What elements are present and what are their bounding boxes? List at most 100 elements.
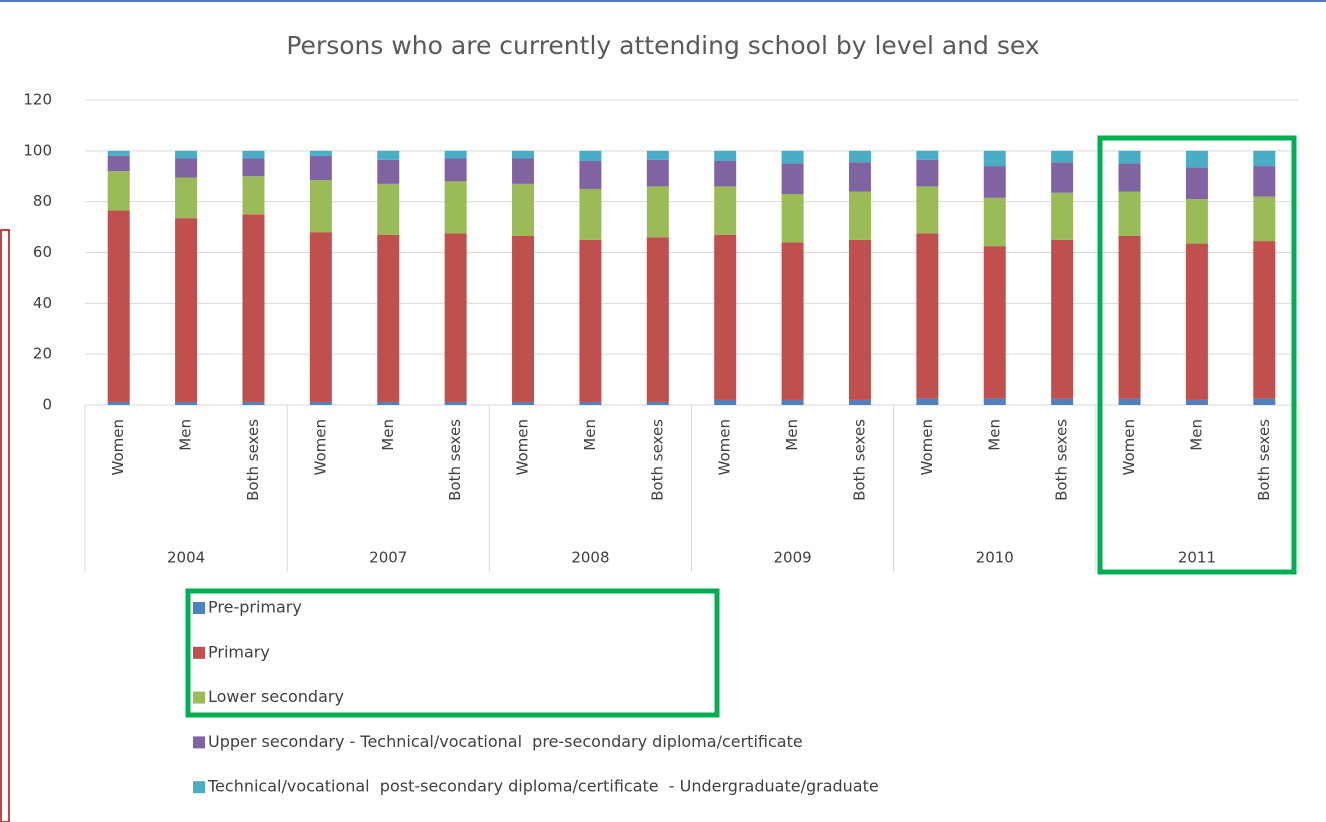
bar-segment [916, 186, 939, 234]
x-tick-label: Women [514, 419, 532, 475]
group-label: 2008 [571, 549, 609, 567]
bar-segment [444, 150, 467, 159]
legend-swatch [193, 646, 205, 659]
bar-segment [1051, 192, 1074, 240]
bar-segment [781, 194, 804, 243]
bar-segment [714, 161, 737, 187]
y-tick-label: 120 [23, 91, 52, 109]
x-tick-label: Men [985, 419, 1003, 451]
bar-segment [983, 246, 1006, 399]
bar-segment [309, 180, 332, 233]
legend-label: Pre-primary [208, 598, 302, 617]
bar-segment [377, 159, 400, 184]
legend-label: Primary [208, 642, 270, 661]
group-label: 2010 [976, 549, 1014, 567]
bar-segment [781, 242, 804, 400]
bar-segment [1185, 399, 1208, 405]
bar-segment [242, 214, 265, 402]
bar-segment [512, 235, 535, 402]
bar-segment [646, 401, 669, 405]
bar-segment [646, 237, 669, 402]
bar-segment [848, 162, 871, 192]
bar-segment [983, 197, 1006, 247]
legend-label: Technical/vocational post-secondary dipl… [207, 777, 879, 796]
bar-segment [309, 401, 332, 405]
bar-segment [309, 155, 332, 181]
bar-segment [916, 159, 939, 187]
y-tick-label: 80 [33, 192, 52, 210]
legend-label: Lower secondary [208, 687, 344, 706]
y-tick-label: 20 [33, 345, 52, 363]
x-tick-label: Both sexes [850, 419, 868, 501]
bar-segment [579, 239, 602, 402]
bar-segment [1051, 398, 1074, 405]
y-tick-label: 40 [33, 294, 52, 312]
bar-segment [1051, 239, 1074, 399]
bar-segment [175, 150, 198, 159]
bar-segment [107, 155, 130, 172]
bar-segment [512, 183, 535, 236]
bar-segment [242, 401, 265, 405]
bar-segment [1253, 398, 1276, 405]
bar-segment [1253, 150, 1276, 167]
y-tick-label: 60 [33, 243, 52, 261]
bar-segment [309, 150, 332, 156]
bar-segment [444, 401, 467, 405]
x-tick-label: Men [581, 419, 599, 451]
bar-segment [175, 177, 198, 219]
bar-segment [377, 150, 400, 160]
bar-segment [175, 218, 198, 402]
x-tick-label: Women [1120, 419, 1138, 475]
bar-segment [512, 158, 535, 184]
x-tick-label: Both sexes [1053, 419, 1071, 501]
x-tick-label: Men [783, 419, 801, 451]
bar-segment [107, 150, 130, 156]
x-tick-label: Both sexes [648, 419, 666, 501]
bar-segment [1118, 235, 1141, 399]
bar-segment [781, 150, 804, 164]
bar-segment [377, 183, 400, 235]
bar-segment [714, 399, 737, 405]
bar-segment [444, 233, 467, 402]
bar-segment [579, 161, 602, 189]
bar-segment [377, 401, 400, 405]
bar-segment [646, 186, 669, 238]
x-tick-label: Women [311, 419, 329, 475]
highlight-box [1097, 135, 1297, 575]
bar-segment [1118, 150, 1141, 164]
bar-segment [781, 399, 804, 405]
bar-segment [1185, 199, 1208, 244]
bar-segment [983, 150, 1006, 167]
x-tick-label: Both sexes [1255, 419, 1273, 501]
bar-segment [1051, 150, 1074, 163]
bar-segment [916, 233, 939, 399]
bar-segment [1253, 241, 1276, 399]
bar-segment [242, 176, 265, 215]
bar-segment [1253, 166, 1276, 197]
bar-segment [579, 150, 602, 161]
group-label: 2011 [1178, 549, 1216, 567]
legend-swatch [193, 602, 205, 614]
bar-segment [983, 398, 1006, 405]
bar-segment [107, 210, 130, 402]
x-tick-label: Both sexes [244, 419, 262, 501]
bar-segment [512, 150, 535, 159]
y-tick-label: 100 [23, 141, 52, 159]
bar-segment [444, 181, 467, 234]
highlight-box [185, 588, 720, 718]
bar-segment [646, 150, 669, 160]
bar-segment [1118, 191, 1141, 236]
bar-segment [175, 401, 198, 405]
legend-label: Upper secondary - Technical/vocational p… [208, 732, 803, 751]
bar-segment [848, 191, 871, 240]
legend-swatch [193, 781, 205, 794]
x-tick-label: Both sexes [446, 419, 464, 501]
bar-segment [1118, 163, 1141, 192]
bar-segment [242, 158, 265, 177]
x-tick-label: Women [716, 419, 734, 475]
bar-segment [714, 150, 737, 161]
x-tick-label: Men [1187, 419, 1205, 451]
x-tick-label: Men [379, 419, 397, 451]
bar-segment [1253, 196, 1276, 242]
